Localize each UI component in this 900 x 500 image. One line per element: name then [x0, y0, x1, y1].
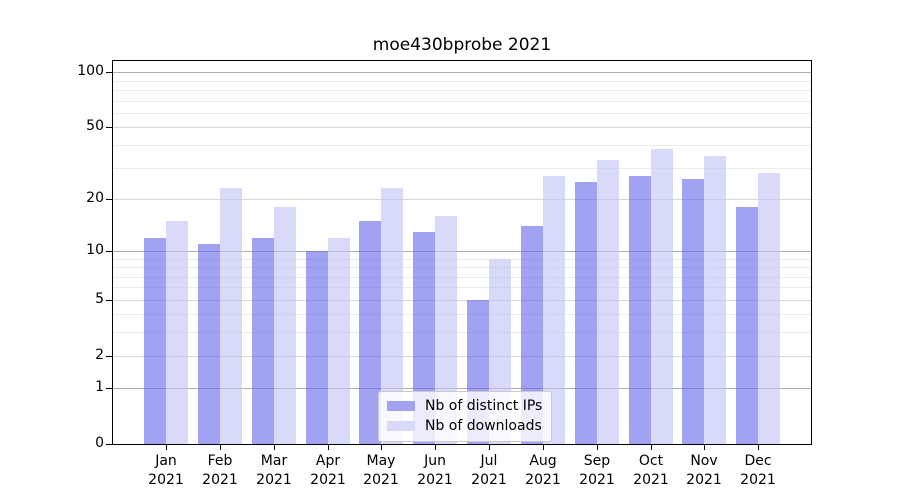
y-tick-mark: [106, 72, 112, 73]
gridlines-layer: [113, 61, 811, 444]
gridline-major: [113, 251, 811, 252]
y-tick-mark: [106, 199, 112, 200]
gridline: [113, 356, 811, 357]
y-tick-label: 5: [95, 291, 104, 307]
x-tick-mark: [381, 444, 382, 450]
y-tick-label: 10: [86, 242, 104, 258]
bar-distinct-ips-nov: [682, 179, 704, 444]
gridline-minor: [113, 277, 811, 278]
bar-downloads-jun: [435, 216, 457, 444]
bars-layer: [113, 61, 811, 444]
gridline-minor: [113, 113, 811, 114]
gridline-minor: [113, 267, 811, 268]
gridline-minor: [113, 332, 811, 333]
legend-label-distinct-ips: Nb of distinct IPs: [425, 398, 543, 414]
bar-downloads-sep: [597, 160, 619, 444]
bar-distinct-ips-apr: [306, 251, 328, 444]
x-tick-mark: [328, 444, 329, 450]
gridline-minor: [113, 145, 811, 146]
gridline-minor: [113, 168, 811, 169]
x-tick-mark: [220, 444, 221, 450]
x-tick-mark: [166, 444, 167, 450]
y-tick-label: 2: [95, 347, 104, 363]
bar-downloads-apr: [328, 238, 350, 444]
bar-distinct-ips-mar: [252, 238, 274, 444]
x-tick-label: May 2021: [363, 453, 399, 488]
gridline-major: [113, 388, 811, 389]
legend-label-downloads: Nb of downloads: [425, 418, 542, 434]
legend-item-distinct-ips: Nb of distinct IPs: [387, 398, 542, 414]
gridline: [113, 127, 811, 128]
x-tick-mark: [597, 444, 598, 450]
gridline-minor: [113, 90, 811, 91]
y-tick-label: 100: [77, 63, 104, 79]
bar-downloads-jan: [166, 221, 188, 444]
x-tick-label: Jun 2021: [417, 453, 453, 488]
bar-downloads-may: [381, 188, 403, 444]
legend-swatch-distinct-ips: [387, 401, 415, 411]
bar-downloads-feb: [220, 188, 242, 444]
x-tick-mark: [758, 444, 759, 450]
chart-title: moe430bprobe 2021: [372, 35, 552, 55]
gridline-minor: [113, 314, 811, 315]
x-tick-mark: [435, 444, 436, 450]
y-tick-label: 20: [86, 190, 104, 206]
plot-area: Nb of distinct IPs Nb of downloads: [112, 60, 812, 445]
bar-downloads-aug: [543, 176, 565, 444]
gridline-major: [113, 72, 811, 73]
bar-downloads-dec: [758, 173, 780, 444]
x-tick-label: Jan 2021: [148, 453, 184, 488]
bar-distinct-ips-may: [359, 221, 381, 444]
bar-distinct-ips-feb: [198, 244, 220, 444]
y-tick-mark: [106, 127, 112, 128]
legend-swatch-downloads: [387, 421, 415, 431]
x-tick-label: Aug 2021: [525, 453, 561, 488]
bar-downloads-nov: [704, 156, 726, 444]
y-tick-label: 50: [86, 118, 104, 134]
x-tick-label: Dec 2021: [740, 453, 776, 488]
x-tick-label: Jul 2021: [471, 453, 507, 488]
bar-distinct-ips-oct: [629, 176, 651, 444]
gridline-minor: [113, 259, 811, 260]
y-tick-mark: [106, 356, 112, 357]
y-tick-mark: [106, 444, 112, 445]
y-tick-mark: [106, 388, 112, 389]
x-tick-mark: [543, 444, 544, 450]
y-tick-mark: [106, 251, 112, 252]
x-tick-mark: [274, 444, 275, 450]
gridline: [113, 300, 811, 301]
y-tick-label: 1: [95, 379, 104, 395]
bar-downloads-oct: [651, 149, 673, 444]
bar-distinct-ips-sep: [575, 182, 597, 444]
x-tick-mark: [704, 444, 705, 450]
bar-distinct-ips-jan: [144, 238, 166, 444]
legend-item-downloads: Nb of downloads: [387, 418, 542, 434]
gridline-minor: [113, 101, 811, 102]
y-tick-label: 0: [95, 435, 104, 451]
x-tick-label: Mar 2021: [256, 453, 292, 488]
x-tick-mark: [489, 444, 490, 450]
bar-downloads-mar: [274, 207, 296, 444]
x-tick-label: Sep 2021: [579, 453, 615, 488]
x-tick-label: Apr 2021: [310, 453, 346, 488]
x-tick-label: Nov 2021: [686, 453, 722, 488]
x-tick-label: Feb 2021: [202, 453, 238, 488]
bar-distinct-ips-dec: [736, 207, 758, 444]
gridline-minor: [113, 81, 811, 82]
bar-distinct-ips-aug: [521, 226, 543, 444]
x-tick-mark: [651, 444, 652, 450]
gridline-minor: [113, 287, 811, 288]
y-tick-mark: [106, 300, 112, 301]
gridline: [113, 199, 811, 200]
x-tick-label: Oct 2021: [633, 453, 669, 488]
legend: Nb of distinct IPs Nb of downloads: [378, 391, 553, 442]
